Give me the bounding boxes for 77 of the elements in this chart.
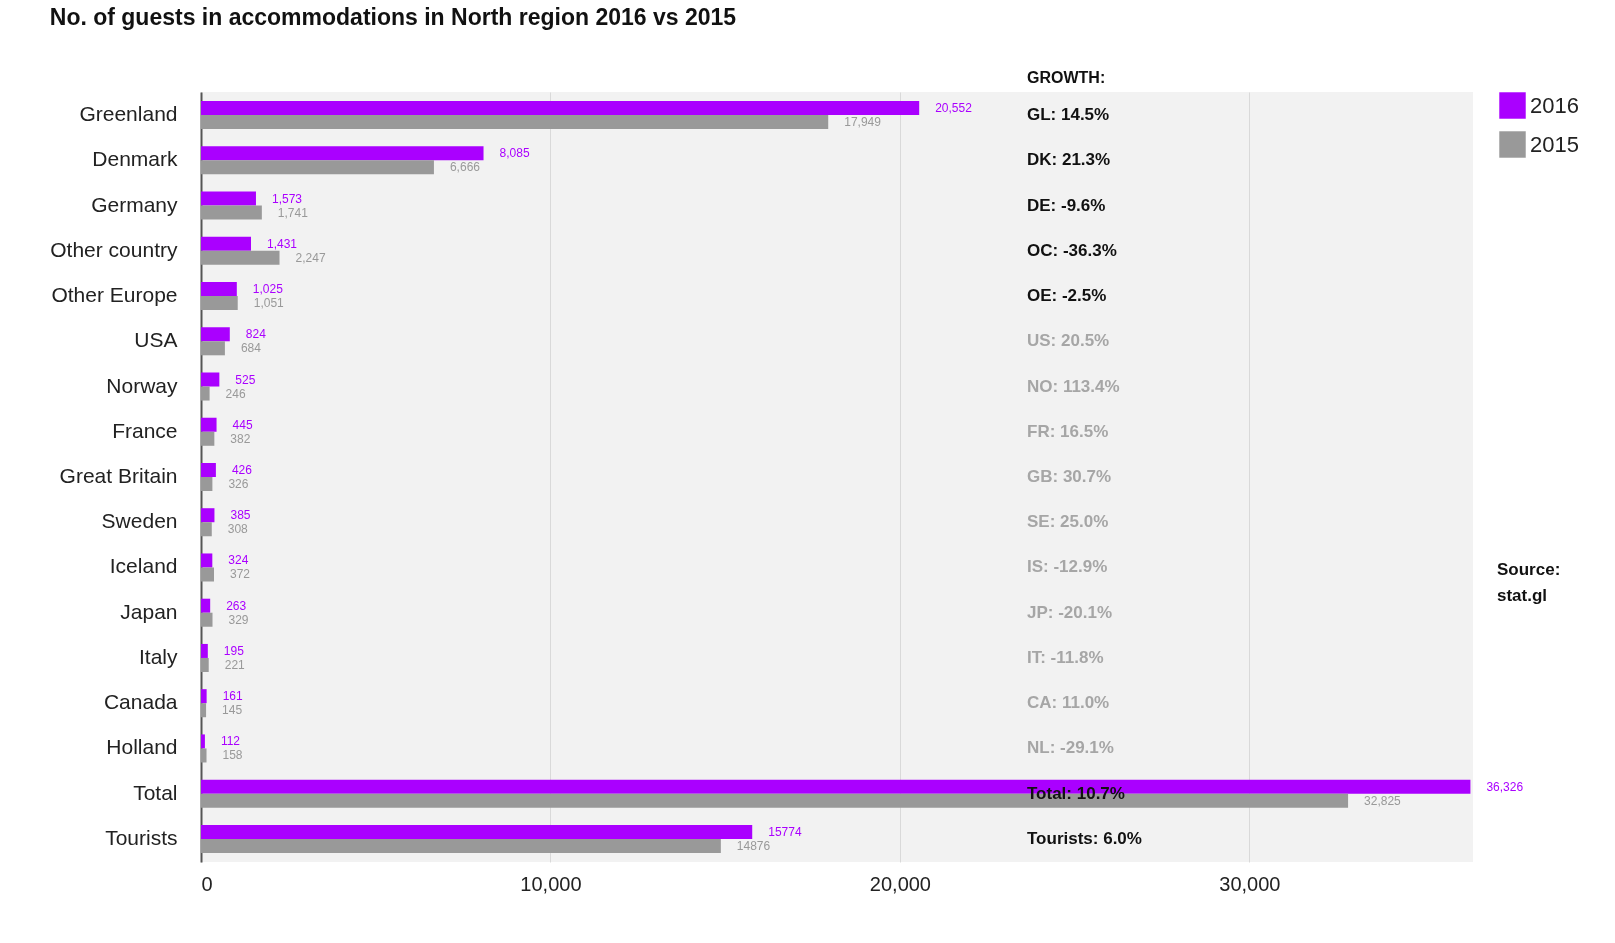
data-label: 1,431 — [267, 236, 298, 251]
data-label: 246 — [225, 386, 246, 401]
annotation: NO: 113.4% — [1027, 376, 1120, 396]
y-tick-label: Italy — [138, 644, 178, 668]
data-label: 382 — [230, 431, 251, 446]
data-label: 195 — [223, 643, 245, 658]
data-label: 6,666 — [449, 160, 481, 175]
data-label: 1,573 — [271, 191, 303, 206]
data-label: 372 — [230, 567, 251, 582]
y-tick-label: Denmark — [92, 147, 178, 171]
data-label: 221 — [224, 657, 246, 672]
data-label: 324 — [228, 553, 249, 568]
y-tick-label: Sweden — [101, 509, 178, 533]
annotation: US: 20.5% — [1027, 331, 1110, 351]
legend-label: 2015 — [1530, 131, 1579, 157]
y-tick-label: Canada — [103, 690, 178, 714]
y-tick-label: Great Britain — [59, 464, 178, 487]
data-label: 525 — [235, 372, 256, 387]
y-tick-label: Japan — [120, 599, 178, 623]
annotation: FR: 16.5% — [1027, 421, 1109, 441]
annotation: DK: 21.3% — [1027, 150, 1111, 170]
annotation: Total: 10.7% — [1027, 783, 1125, 803]
annotation: JP: -20.1% — [1027, 602, 1113, 622]
data-label: 329 — [228, 612, 249, 627]
data-label: 1,741 — [277, 205, 309, 220]
data-label: 263 — [226, 598, 247, 613]
data-label: 15774 — [768, 824, 802, 839]
data-label: 308 — [227, 522, 249, 537]
y-tick-label: USA — [134, 328, 178, 352]
y-tick-label: France — [112, 418, 178, 442]
y-tick-label: Other Europe — [51, 283, 178, 307]
data-label: 36,326 — [1486, 779, 1524, 794]
annotation: OE: -2.5% — [1027, 286, 1107, 306]
y-tick-label: Total — [133, 780, 178, 804]
x-tick-label: 0 — [201, 872, 213, 895]
data-label: 161 — [222, 689, 243, 704]
annotation: DE: -9.6% — [1027, 195, 1106, 215]
data-label: 445 — [232, 417, 253, 432]
data-label: 145 — [222, 703, 243, 718]
data-label: 112 — [220, 734, 241, 749]
y-tick-label: Holland — [106, 735, 178, 759]
x-tick-label: 20,000 — [869, 872, 931, 895]
data-label: 326 — [228, 477, 249, 492]
annotation: OC: -36.3% — [1027, 240, 1117, 260]
data-label: 17,949 — [844, 115, 882, 130]
annotation: Tourists: 6.0% — [1027, 828, 1142, 848]
data-label: 14876 — [736, 838, 771, 853]
x-tick-label: 10,000 — [520, 872, 582, 895]
annotation: GL: 14.5% — [1027, 105, 1110, 125]
y-tick-label: Other country — [50, 237, 178, 261]
annotation: IT: -11.8% — [1027, 647, 1104, 667]
data-label: 8,085 — [499, 146, 530, 161]
annotation: NL: -29.1% — [1027, 738, 1114, 758]
x-tick-label: 30,000 — [1219, 872, 1281, 895]
chart-title: No. of guests in accommodations in North region 2016 vs 2015 — [49, 4, 737, 30]
annotation: SE: 25.0% — [1027, 512, 1109, 532]
data-label: 2,247 — [295, 250, 326, 265]
y-tick-label: Norway — [106, 373, 178, 397]
data-label: 684 — [240, 341, 262, 356]
annotation: CA: 11.0% — [1027, 693, 1110, 713]
text: GROWTH: — [1027, 69, 1106, 86]
y-tick-label: Iceland — [109, 554, 178, 578]
data-label: 1,051 — [253, 296, 285, 311]
data-label: 158 — [222, 748, 243, 763]
annotation: IS: -12.9% — [1027, 557, 1108, 577]
source-note: Source: stat.gl — [1497, 560, 1561, 605]
y-tick-label: Greenland — [79, 102, 178, 126]
y-tick-label: Tourists — [105, 825, 178, 849]
data-label: 824 — [245, 327, 267, 342]
data-label: 385 — [230, 508, 251, 523]
annotation: GB: 30.7% — [1027, 467, 1112, 486]
data-label: 20,552 — [935, 101, 973, 116]
y-tick-label: Germany — [91, 192, 178, 216]
data-label: 1,025 — [252, 282, 284, 297]
data-label: 426 — [231, 462, 253, 477]
legend-label: 2016 — [1530, 92, 1579, 118]
data-label: 32,825 — [1364, 793, 1402, 808]
